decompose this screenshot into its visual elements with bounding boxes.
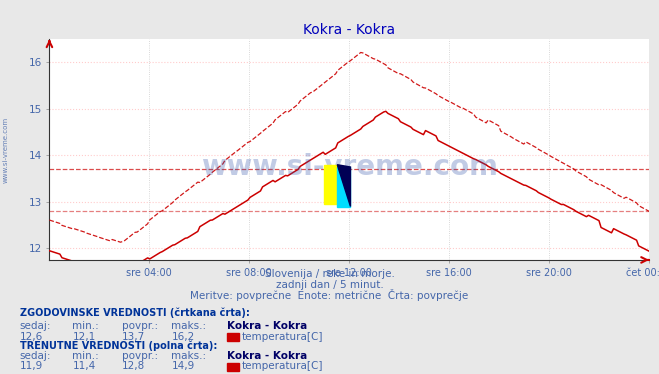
Text: Kokra - Kokra: Kokra - Kokra (227, 351, 308, 361)
Text: ZGODOVINSKE VREDNOSTI (črtkana črta):: ZGODOVINSKE VREDNOSTI (črtkana črta): (20, 307, 250, 318)
Text: Meritve: povprečne  Enote: metrične  Črta: povprečje: Meritve: povprečne Enote: metrične Črta:… (190, 289, 469, 301)
Text: maks.:: maks.: (171, 321, 206, 331)
Bar (337, 167, 351, 206)
Text: 12,6: 12,6 (20, 332, 43, 341)
Text: temperatura[C]: temperatura[C] (242, 361, 324, 371)
Text: 12,8: 12,8 (122, 361, 145, 371)
Text: www.si-vreme.com: www.si-vreme.com (201, 153, 498, 181)
Text: 13,7: 13,7 (122, 332, 145, 341)
Text: 11,4: 11,4 (72, 361, 96, 371)
Text: min.:: min.: (72, 351, 100, 361)
Text: TRENUTNE VREDNOSTI (polna črta):: TRENUTNE VREDNOSTI (polna črta): (20, 340, 217, 350)
Text: 16,2: 16,2 (171, 332, 194, 341)
Title: Kokra - Kokra: Kokra - Kokra (303, 23, 395, 37)
Text: 12,1: 12,1 (72, 332, 96, 341)
Text: 11,9: 11,9 (20, 361, 43, 371)
Text: temperatura[C]: temperatura[C] (242, 332, 324, 341)
Text: maks.:: maks.: (171, 351, 206, 361)
Text: min.:: min.: (72, 321, 100, 331)
Text: povpr.:: povpr.: (122, 351, 158, 361)
Text: Slovenija / reke in morje.: Slovenija / reke in morje. (264, 269, 395, 279)
Text: povpr.:: povpr.: (122, 321, 158, 331)
Polygon shape (337, 165, 351, 206)
Text: www.si-vreme.com: www.si-vreme.com (2, 117, 9, 183)
Text: 14,9: 14,9 (171, 361, 194, 371)
Bar (324, 165, 337, 204)
Text: zadnji dan / 5 minut.: zadnji dan / 5 minut. (275, 280, 384, 290)
Text: sedaj:: sedaj: (20, 321, 51, 331)
Text: sedaj:: sedaj: (20, 351, 51, 361)
Text: Kokra - Kokra: Kokra - Kokra (227, 321, 308, 331)
